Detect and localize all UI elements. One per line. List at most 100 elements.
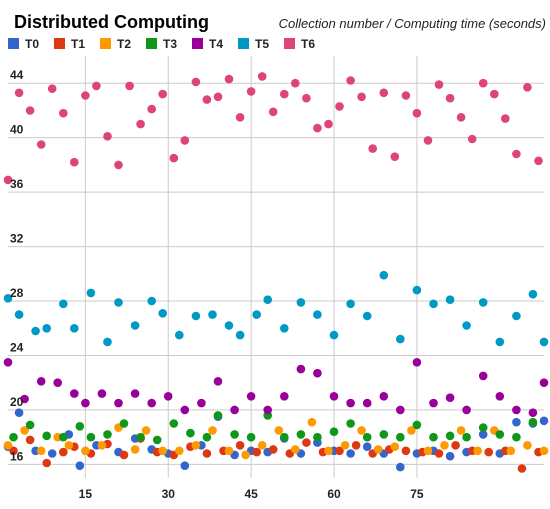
legend-item-t2[interactable]: T2 xyxy=(100,37,131,51)
point-t3-32 xyxy=(528,417,538,427)
legend-label: T5 xyxy=(255,37,269,51)
point-t3-29 xyxy=(478,423,488,432)
point-t3-2 xyxy=(42,431,51,441)
y-tick-label-3: 28 xyxy=(10,286,24,300)
point-t4-18 xyxy=(296,364,306,374)
point-t6-14 xyxy=(158,89,167,99)
legend-swatch xyxy=(100,38,111,49)
point-t6-41 xyxy=(456,113,466,122)
point-t1-0 xyxy=(9,446,18,456)
point-t6-33 xyxy=(368,144,378,153)
point-t5-34 xyxy=(528,289,538,299)
point-t4-16 xyxy=(263,405,273,415)
point-t2-10 xyxy=(158,446,167,456)
y-tick-label-1: 20 xyxy=(10,395,24,409)
point-t1-18 xyxy=(302,438,311,447)
point-t0-29 xyxy=(478,430,488,439)
point-t6-7 xyxy=(81,91,90,100)
point-t5-25 xyxy=(379,270,389,280)
point-t6-17 xyxy=(191,77,201,87)
chart-points xyxy=(3,72,549,473)
point-t4-4 xyxy=(70,389,79,398)
legend-swatch xyxy=(192,38,203,49)
point-t5-8 xyxy=(114,298,123,307)
legend-label: T4 xyxy=(209,37,223,51)
legend-item-t1[interactable]: T1 xyxy=(54,37,85,51)
point-t6-32 xyxy=(357,92,366,102)
legend-label: T0 xyxy=(25,37,39,51)
point-t6-27 xyxy=(302,93,311,103)
point-t6-3 xyxy=(36,140,46,149)
point-t5-2 xyxy=(31,326,40,336)
point-t6-10 xyxy=(114,160,123,170)
point-t6-46 xyxy=(512,149,521,159)
point-t5-22 xyxy=(329,330,339,340)
point-t3-7 xyxy=(119,419,129,428)
point-t6-12 xyxy=(136,119,145,129)
point-t2-24 xyxy=(390,442,400,452)
point-t2-31 xyxy=(506,446,516,456)
point-t0-33 xyxy=(539,416,549,426)
point-t6-42 xyxy=(467,134,477,144)
point-t6-48 xyxy=(534,156,543,166)
point-t4-17 xyxy=(280,392,289,401)
point-t5-12 xyxy=(175,330,184,340)
point-t6-11 xyxy=(125,81,134,91)
point-t3-18 xyxy=(296,430,306,439)
point-t6-21 xyxy=(235,113,245,122)
point-t2-20 xyxy=(324,446,333,456)
point-t0-1 xyxy=(14,408,24,418)
point-t4-10 xyxy=(163,392,173,401)
point-t4-29 xyxy=(478,371,488,381)
y-tick-label-7: 44 xyxy=(10,68,24,82)
legend-item-t6[interactable]: T6 xyxy=(284,37,315,51)
point-t3-17 xyxy=(280,432,289,442)
point-t5-28 xyxy=(429,299,438,309)
point-t2-27 xyxy=(440,441,449,450)
point-t2-6 xyxy=(97,441,107,450)
point-t3-22 xyxy=(362,432,372,442)
legend-item-t0[interactable]: T0 xyxy=(8,37,39,51)
chart-subtitle: Collection number / Computing time (seco… xyxy=(279,16,546,31)
point-t6-0 xyxy=(3,175,13,185)
point-t2-32 xyxy=(523,441,532,450)
point-t4-2 xyxy=(36,377,46,386)
chart-legend[interactable]: T0 T1 T2 T3 T4 T5 T6 xyxy=(8,37,315,51)
point-t6-39 xyxy=(434,80,444,89)
point-t1-7 xyxy=(119,450,129,460)
point-t6-16 xyxy=(180,136,190,145)
point-t6-1 xyxy=(14,88,24,98)
point-t5-0 xyxy=(3,294,13,303)
point-t0-31 xyxy=(512,417,521,427)
x-tick-label-2: 45 xyxy=(244,487,258,501)
legend-item-t5[interactable]: T5 xyxy=(238,37,269,51)
point-t2-4 xyxy=(64,441,74,450)
point-t4-21 xyxy=(346,398,355,408)
point-t5-9 xyxy=(130,321,140,330)
point-t3-30 xyxy=(495,430,505,439)
point-t6-15 xyxy=(169,153,179,163)
point-t2-11 xyxy=(175,446,184,456)
point-t5-10 xyxy=(147,296,156,306)
y-tick-label-4: 32 xyxy=(10,232,24,246)
legend-item-t3[interactable]: T3 xyxy=(146,37,177,51)
point-t3-19 xyxy=(313,432,322,442)
point-t4-6 xyxy=(97,389,107,398)
point-t5-6 xyxy=(86,288,96,298)
legend-label: T6 xyxy=(301,37,315,51)
point-t1-29 xyxy=(484,447,494,457)
y-tick-label-6: 40 xyxy=(10,123,24,137)
x-tick-label-4: 75 xyxy=(410,487,424,501)
point-t3-27 xyxy=(445,431,455,441)
point-t5-32 xyxy=(495,337,505,347)
point-t4-0 xyxy=(3,358,13,367)
point-t1-1 xyxy=(25,435,35,445)
legend-item-t4[interactable]: T4 xyxy=(192,37,223,51)
point-t6-4 xyxy=(47,84,57,93)
point-t3-8 xyxy=(136,432,145,442)
point-t2-18 xyxy=(291,445,300,454)
point-t6-31 xyxy=(346,76,355,85)
point-t1-24 xyxy=(401,446,411,456)
point-t6-18 xyxy=(202,95,212,104)
